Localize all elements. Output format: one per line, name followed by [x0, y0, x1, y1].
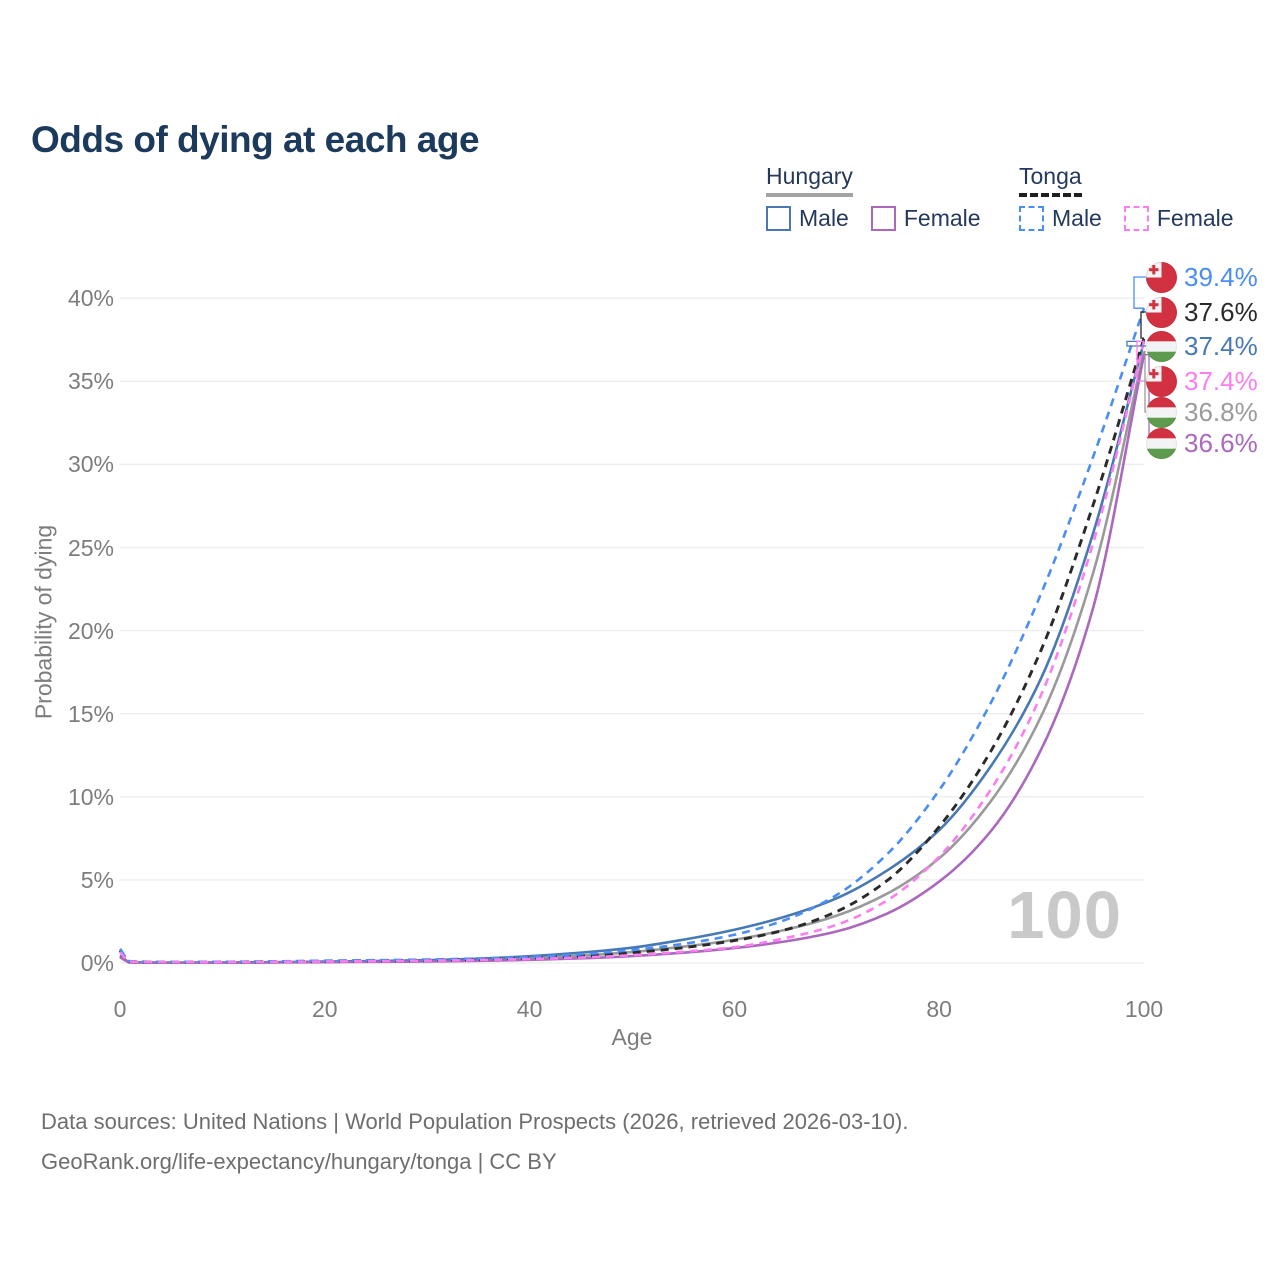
value-label-text: 37.4% [1184, 365, 1258, 396]
legend-entry-tonga-female[interactable]: Female [1123, 205, 1234, 232]
series-line-tonga-male [118, 307, 1146, 964]
series-line-hungary [119, 351, 1146, 964]
legend-group-hungary: Hungary Male Female [766, 163, 981, 232]
legend-entry-hungary-male[interactable]: Male [766, 205, 849, 232]
y-tick-label-15: 15% [67, 700, 114, 727]
legend-entry-tonga-male[interactable]: Male [1019, 205, 1102, 232]
value-label-text: 39.4% [1184, 261, 1258, 292]
footer-attribution-line: GeoRank.org/life-expectancy/hungary/tong… [41, 1149, 557, 1174]
legend-entry-label: Female [1156, 205, 1234, 231]
legend-row-tonga: Male Female [1019, 205, 1234, 232]
legend-country-hungary[interactable]: Hungary [766, 163, 853, 197]
legend-group-tonga: Tonga Male Female [1019, 163, 1234, 232]
hungary-flag-icon [1146, 427, 1177, 459]
legend-entry-label: Male [799, 205, 849, 231]
value-label-tonga-female: 37.4% [1146, 365, 1258, 397]
value-label-text: 36.6% [1184, 427, 1258, 458]
age-indicator-watermark: 100 [1007, 878, 1122, 953]
leader-line-tonga [1140, 311, 1147, 339]
y-tick-label-30: 30% [67, 451, 114, 478]
tonga-flag-icon [1146, 261, 1177, 293]
legend-row-hungary: Male Female [766, 205, 981, 232]
value-label-text: 37.6% [1184, 296, 1258, 327]
legend-swatch-hungary-female [870, 206, 896, 231]
page-title: Odds of dying at each age [31, 118, 480, 160]
y-tick-label-0: 0% [80, 950, 114, 976]
value-label-text: 37.4% [1184, 330, 1258, 361]
x-tick-label-20: 20 [312, 996, 338, 1022]
series-line-hungary-male [119, 341, 1146, 964]
series-line-hungary-female [119, 354, 1146, 964]
value-label-tonga: 37.6% [1146, 296, 1258, 328]
value-label-text: 36.8% [1184, 396, 1258, 427]
value-label-tonga-male: 39.4% [1146, 261, 1258, 293]
hungary-flag-icon [1146, 330, 1177, 362]
value-label-hungary: 36.8% [1146, 396, 1258, 428]
legend-swatch-tonga-male [1019, 206, 1044, 231]
y-tick-label-35: 35% [67, 368, 114, 395]
legend-swatch-hungary-male [766, 206, 791, 231]
legend-entry-label: Male [1052, 205, 1102, 231]
y-tick-label-40: 40% [67, 285, 114, 312]
y-tick-label-25: 25% [67, 534, 114, 561]
series-line-tonga-female [119, 341, 1146, 964]
footer: Data sources: United Nations | World Pop… [41, 1102, 908, 1182]
legend-country-tonga[interactable]: Tonga [1019, 163, 1082, 197]
x-tick-label-60: 60 [721, 996, 748, 1022]
y-tick-label-10: 10% [67, 783, 114, 810]
y-tick-label-5: 5% [80, 866, 114, 893]
leader-line-tonga-female [1136, 340, 1147, 382]
hungary-flag-icon [1146, 396, 1177, 428]
y-tick-label-20: 20% [67, 617, 114, 644]
tonga-flag-icon [1146, 296, 1177, 328]
x-tick-label-100: 100 [1124, 996, 1164, 1022]
x-tick-label-80: 80 [926, 996, 952, 1022]
legend-swatch-tonga-female [1123, 206, 1149, 231]
tonga-flag-icon [1146, 365, 1177, 397]
x-axis-title: Age [611, 1024, 653, 1050]
value-label-hungary-female: 36.6% [1146, 427, 1258, 459]
y-axis-title: Probability of dying [30, 524, 57, 720]
legend-entry-hungary-female[interactable]: Female [870, 205, 981, 232]
legend-entry-label: Female [903, 205, 981, 231]
value-label-hungary-male: 37.4% [1146, 330, 1258, 362]
series-line-tonga [118, 337, 1146, 964]
x-tick-label-40: 40 [516, 996, 543, 1022]
x-tick-label-0: 0 [113, 996, 127, 1022]
footer-sources-line: Data sources: United Nations | World Pop… [41, 1109, 909, 1134]
leader-line-tonga-male [1133, 276, 1147, 309]
